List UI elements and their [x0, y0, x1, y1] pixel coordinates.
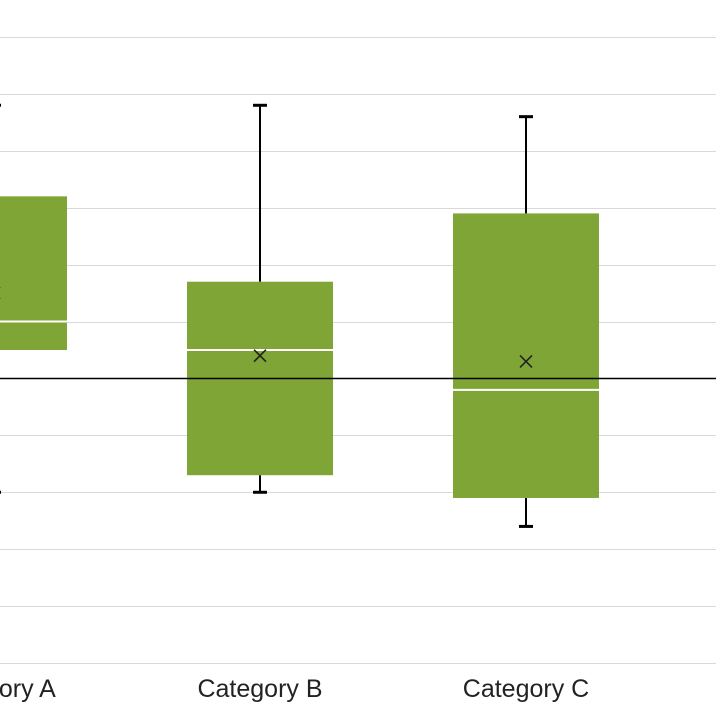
box-b: [187, 103, 333, 494]
box-a: [0, 103, 67, 494]
mean-marker: [519, 354, 533, 368]
mean-marker: [253, 349, 267, 363]
box-body: [453, 213, 599, 498]
gridlines: [0, 37, 716, 664]
box-c: [453, 115, 599, 528]
box-body: [0, 196, 67, 350]
category-labels: Category A Category B Category C: [0, 675, 589, 703]
category-label-c: Category C: [463, 675, 589, 703]
plot-area: [0, 103, 716, 528]
category-label-b: Category B: [197, 675, 322, 703]
category-label-a: Category A: [0, 675, 56, 703]
